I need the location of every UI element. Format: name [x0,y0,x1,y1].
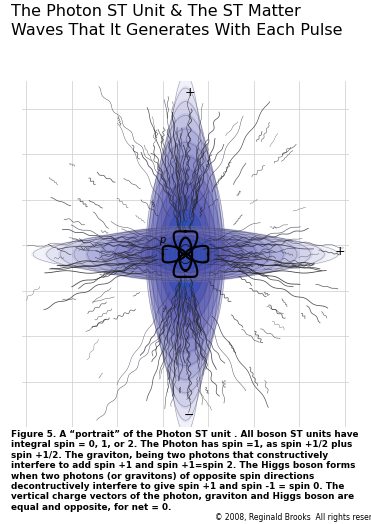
Text: +: + [185,86,196,99]
Ellipse shape [45,232,326,277]
Ellipse shape [113,227,258,281]
Ellipse shape [175,231,196,278]
Ellipse shape [151,113,220,395]
Ellipse shape [178,239,193,269]
Ellipse shape [162,238,209,270]
Ellipse shape [127,228,244,280]
Ellipse shape [159,195,212,313]
Ellipse shape [181,246,190,263]
Ellipse shape [165,209,206,300]
Ellipse shape [31,235,340,273]
Text: Figure 5. A “portrait” of the Photon ST unit . All boson ST units have integral : Figure 5. A “portrait” of the Photon ST … [11,430,359,512]
Text: −: − [184,409,194,422]
Ellipse shape [165,72,206,436]
Text: The Photon ST Unit & The ST Matter
Waves That It Generates With Each Pulse: The Photon ST Unit & The ST Matter Waves… [11,4,343,38]
Ellipse shape [183,249,188,259]
Ellipse shape [85,226,286,282]
Text: p: p [159,235,165,245]
Ellipse shape [72,227,299,281]
Ellipse shape [147,154,224,354]
Text: +: + [335,245,345,258]
Text: © 2008, Reginald Brooks  All rights reserved.: © 2008, Reginald Brooks All rights reser… [215,513,371,522]
Ellipse shape [145,140,226,368]
Ellipse shape [149,168,222,341]
Ellipse shape [148,127,223,381]
Ellipse shape [151,235,220,273]
Ellipse shape [161,86,210,422]
Ellipse shape [140,232,231,277]
Ellipse shape [99,226,272,282]
Ellipse shape [170,220,201,288]
Ellipse shape [154,181,217,327]
Ellipse shape [58,228,313,280]
Ellipse shape [156,100,215,409]
